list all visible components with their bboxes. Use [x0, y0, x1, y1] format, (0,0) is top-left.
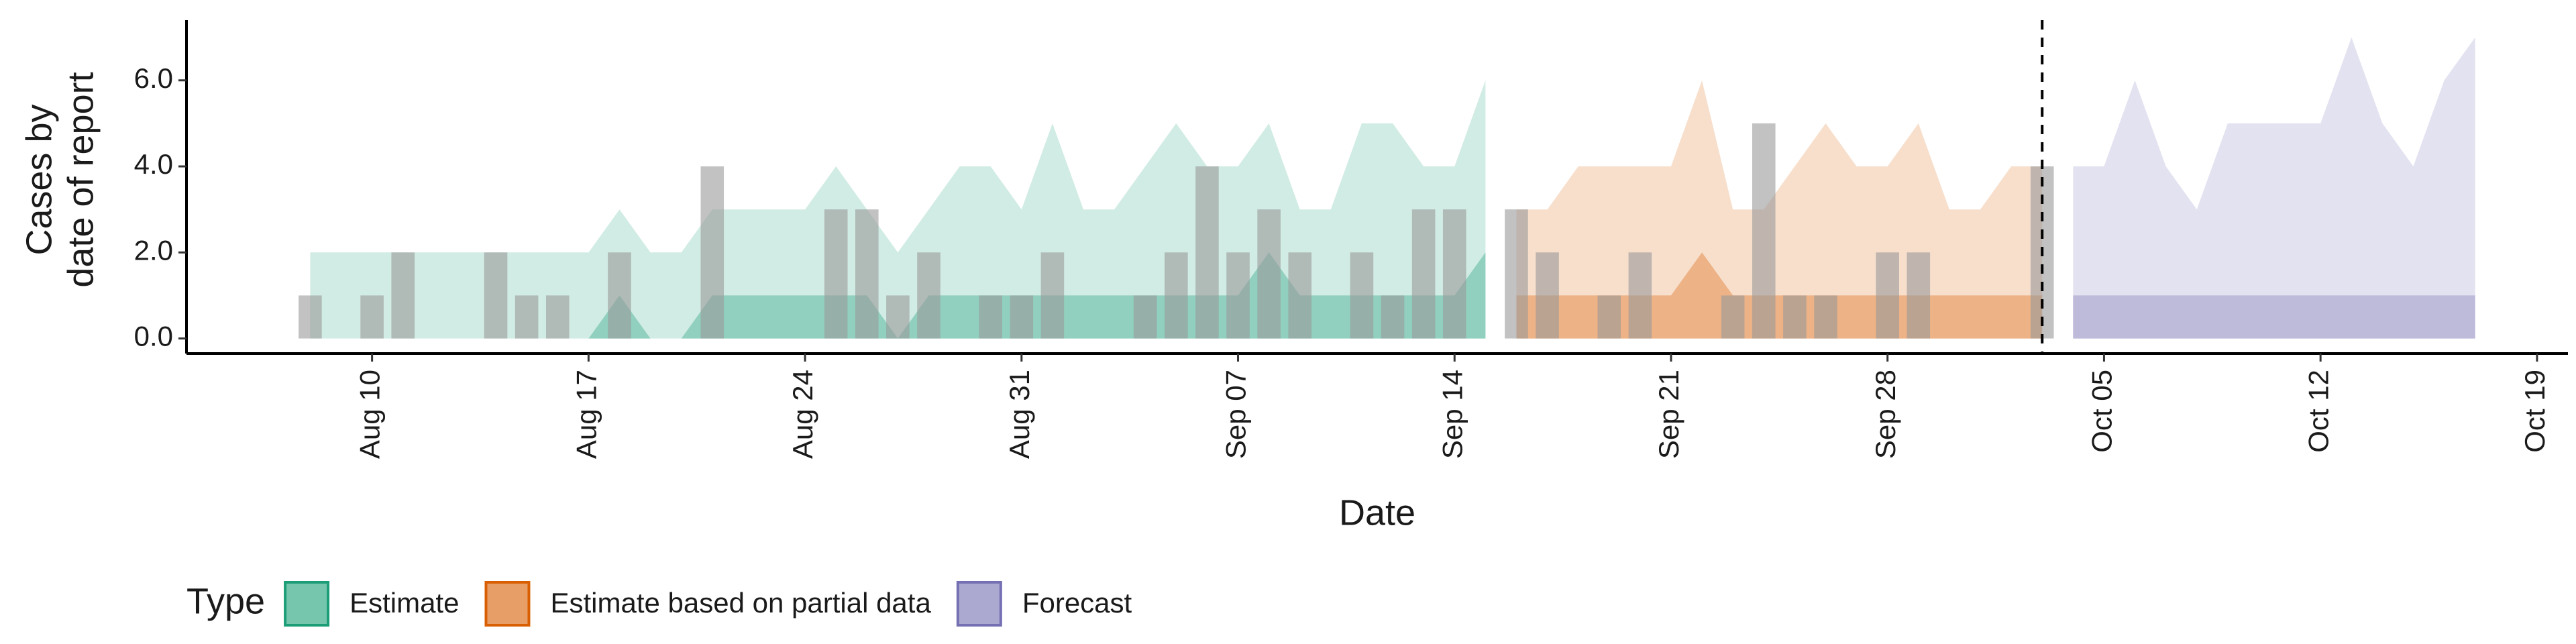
- x-tick-label: Aug 10: [354, 370, 386, 459]
- x-tick-label: Aug 31: [1004, 370, 1035, 459]
- y-tick-label: 2.0: [134, 234, 173, 266]
- ribbon-upper90: [310, 80, 1486, 339]
- observed-bar: [545, 295, 570, 339]
- observed-bar: [1752, 123, 1776, 339]
- x-tick-label: Sep 14: [1436, 370, 1468, 459]
- y-axis-title: date of report: [60, 72, 101, 287]
- legend-swatch: [484, 581, 531, 627]
- observed-bar: [1721, 295, 1745, 339]
- y-tick-label: 4.0: [134, 148, 173, 180]
- observed-bar: [515, 295, 539, 339]
- x-tick-label: Aug 24: [787, 370, 818, 459]
- y-tick-label: 0.0: [134, 321, 173, 352]
- x-tick-label: Sep 21: [1653, 370, 1684, 459]
- observed-bar: [360, 295, 384, 339]
- observed-bar: [1195, 166, 1219, 339]
- observed-bar: [1040, 252, 1065, 339]
- observed-bar: [1010, 295, 1034, 339]
- observed-bar: [1226, 252, 1250, 339]
- observed-bar: [608, 252, 631, 339]
- observed-bar: [1411, 209, 1436, 339]
- observed-bar: [1381, 295, 1405, 339]
- observed-bar: [391, 252, 415, 339]
- observed-bar: [824, 209, 848, 339]
- observed-bar: [1442, 209, 1466, 339]
- observed-bar: [1783, 295, 1807, 339]
- observed-bar: [700, 166, 724, 339]
- observed-bar: [855, 209, 879, 339]
- observed-bar: [1597, 295, 1621, 339]
- observed-bar: [886, 295, 910, 339]
- observed-bar: [917, 252, 941, 339]
- observed-bar: [1350, 252, 1374, 339]
- plot-area: [310, 37, 2475, 339]
- observed-bar: [1907, 252, 1931, 339]
- ribbon-upper50: [2073, 295, 2475, 339]
- ribbon-upper90: [2073, 37, 2475, 339]
- x-tick-label: Sep 28: [1870, 370, 1901, 459]
- observed-bar: [1536, 252, 1559, 339]
- x-tick-label: Oct 12: [2302, 370, 2334, 453]
- x-tick-label: Aug 17: [570, 370, 602, 459]
- observed-bar: [979, 295, 1002, 339]
- y-tick-label: 6.0: [134, 62, 173, 94]
- x-tick-label: Oct 19: [2519, 370, 2551, 453]
- legend-label: Estimate: [350, 587, 459, 619]
- legend-swatch: [956, 581, 1002, 627]
- x-tick-label: Oct 05: [2086, 370, 2118, 453]
- legend-title: Type: [186, 581, 265, 621]
- observed-bar: [1165, 252, 1188, 339]
- legend-label: Estimate based on partial data: [550, 587, 931, 619]
- observed-bar: [1133, 295, 1157, 339]
- ribbon-upper50: [310, 252, 1486, 339]
- observed-bar: [1876, 252, 1900, 339]
- observed-bar: [299, 295, 322, 339]
- x-axis-title: Date: [1339, 492, 1415, 533]
- legend-label: Forecast: [1022, 587, 1132, 619]
- observed-bar: [1257, 209, 1281, 339]
- observed-bar: [1505, 209, 1528, 339]
- observed-bar: [1288, 252, 1312, 339]
- observed-bar: [1814, 295, 1837, 339]
- y-axis-title: Cases by: [19, 104, 59, 255]
- observed-bar: [484, 252, 508, 339]
- legend-swatch: [284, 581, 330, 627]
- x-tick-label: Sep 07: [1220, 370, 1252, 459]
- observed-bar: [1628, 252, 1652, 339]
